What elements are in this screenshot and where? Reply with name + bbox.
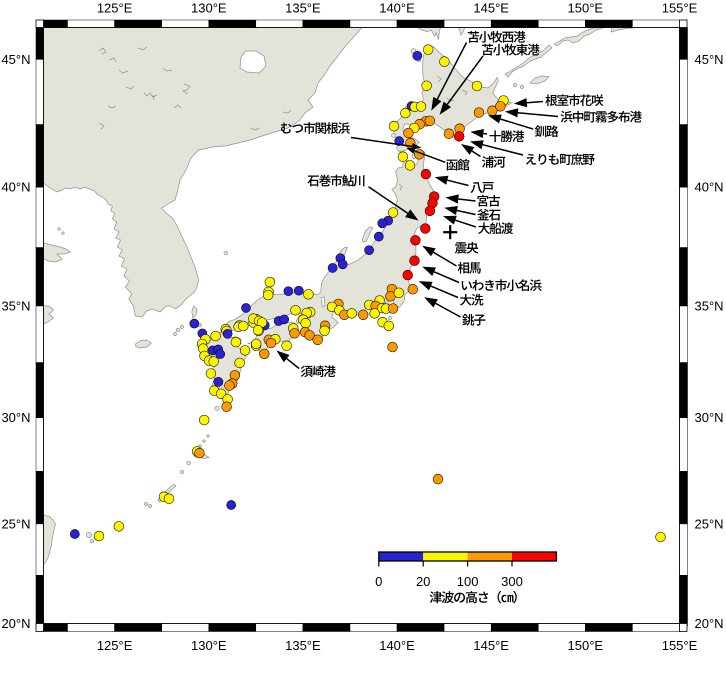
svg-text:40°N: 40°N — [695, 180, 724, 195]
svg-text:45°N: 45°N — [695, 52, 724, 67]
svg-text:140°E: 140°E — [379, 638, 415, 653]
svg-text:100: 100 — [457, 574, 479, 589]
svg-text:30°N: 30°N — [695, 410, 724, 425]
svg-text:130°E: 130°E — [191, 638, 227, 653]
svg-text:125°E: 125°E — [97, 638, 133, 653]
svg-text:145°E: 145°E — [473, 638, 509, 653]
svg-text:40°N: 40°N — [1, 180, 30, 195]
svg-text:300: 300 — [501, 574, 523, 589]
svg-text:155°E: 155°E — [662, 638, 698, 653]
svg-text:30°N: 30°N — [1, 410, 30, 425]
svg-text:20: 20 — [416, 574, 430, 589]
svg-text:45°N: 45°N — [1, 52, 30, 67]
svg-text:125°E: 125°E — [97, 1, 133, 16]
svg-text:20°N: 20°N — [1, 616, 30, 631]
svg-text:135°E: 135°E — [285, 1, 321, 16]
svg-text:150°E: 150°E — [568, 1, 604, 16]
svg-text:35°N: 35°N — [695, 299, 724, 314]
svg-text:0: 0 — [375, 574, 382, 589]
svg-text:20°N: 20°N — [695, 616, 724, 631]
svg-text:135°E: 135°E — [285, 638, 321, 653]
svg-text:25°N: 25°N — [695, 516, 724, 531]
svg-text:130°E: 130°E — [191, 1, 227, 16]
svg-text:150°E: 150°E — [568, 638, 604, 653]
svg-text:35°N: 35°N — [1, 299, 30, 314]
svg-text:155°E: 155°E — [662, 1, 698, 16]
svg-text:25°N: 25°N — [1, 516, 30, 531]
svg-text:140°E: 140°E — [379, 1, 415, 16]
svg-text:145°E: 145°E — [473, 1, 509, 16]
